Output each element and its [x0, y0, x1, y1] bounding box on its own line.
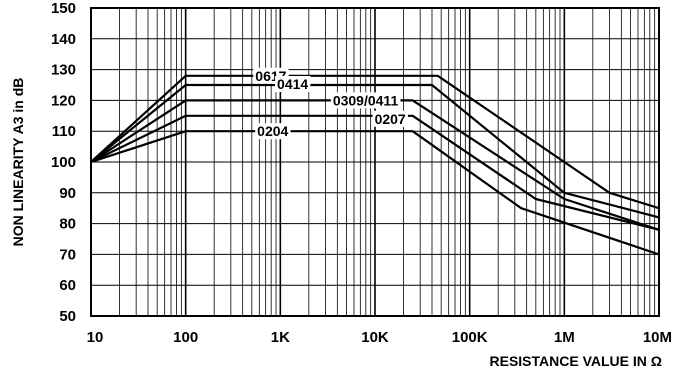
series-line-0617: [90, 74, 660, 210]
series-line-0309-0411: [90, 99, 660, 231]
series-line-0414: [90, 83, 660, 219]
x-tick-label: 10: [87, 329, 104, 346]
y-tick-label: 120: [51, 92, 76, 109]
y-tick-label: 70: [59, 246, 76, 263]
series-label: 0207: [375, 111, 406, 127]
y-tick-label: 140: [51, 31, 76, 48]
series-label: 0309/0411: [333, 92, 399, 108]
grid: [90, 7, 659, 317]
series-label-bg: [275, 76, 311, 92]
y-tick-label: 100: [51, 154, 76, 171]
y-tick-label: 110: [52, 123, 76, 140]
x-tick-label: 10M: [643, 329, 672, 346]
y-tick-label: 60: [59, 277, 76, 294]
y-tick-label: 90: [59, 185, 76, 202]
x-tick-label: 10K: [361, 329, 389, 346]
x-tick-label: 100K: [452, 329, 488, 346]
y-axis-label: NON LINEARITY A3 in dB: [10, 78, 26, 247]
x-tick-label: 1K: [271, 329, 290, 346]
y-tick-label: 130: [51, 62, 76, 79]
series-line-0204: [90, 130, 660, 256]
series-label-bg: [330, 92, 401, 109]
series-label-bg: [372, 110, 408, 127]
y-axis-ticks: 50 60 70 80 90 100 110 120 130 140 150: [51, 0, 76, 325]
x-tick-label: 1M: [554, 329, 575, 346]
x-tick-label: 100: [173, 329, 198, 346]
x-axis-ticks: 10 100 1K 10K 100K 1M 10M: [87, 329, 672, 346]
x-axis-label: RESISTANCE VALUE IN Ω: [490, 353, 663, 369]
series-label: 0204: [257, 123, 288, 139]
y-tick-label: 80: [59, 216, 76, 233]
series-label-bg: [255, 123, 291, 140]
series-lines: [90, 74, 660, 256]
series-label: 0414: [277, 76, 308, 92]
y-tick-label: 150: [51, 0, 76, 17]
y-tick-label: 50: [59, 308, 76, 325]
series-line-0207: [90, 114, 660, 231]
